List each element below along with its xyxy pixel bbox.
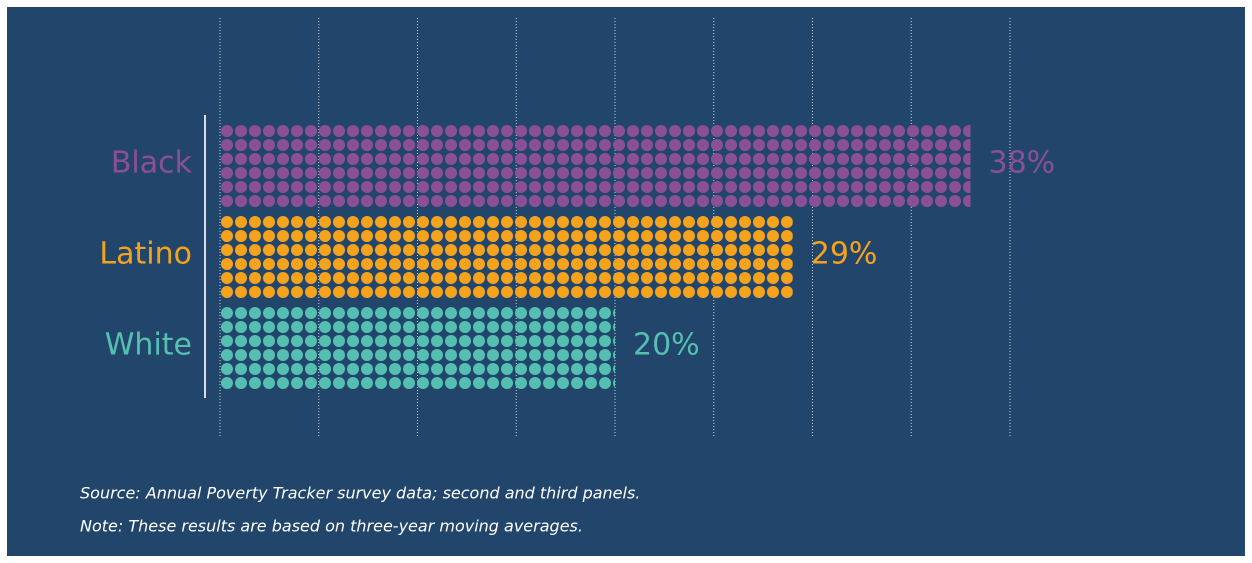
- method-note: Note: These results are based on three-y…: [80, 517, 583, 536]
- bar: [220, 215, 793, 299]
- value-label: 20%: [633, 328, 700, 363]
- source-note: Source: Annual Poverty Tracker survey da…: [80, 484, 640, 503]
- category-label: Black: [111, 146, 193, 181]
- value-label: 38%: [989, 146, 1056, 181]
- bar: [220, 124, 971, 208]
- bar: [220, 306, 615, 390]
- category-label: White: [105, 328, 192, 363]
- value-label: 29%: [811, 237, 878, 272]
- category-label: Latino: [99, 237, 192, 272]
